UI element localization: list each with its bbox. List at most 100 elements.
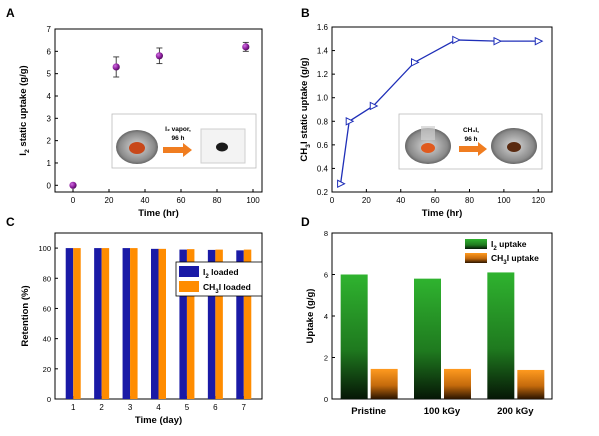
inset-label-line2: 96 h <box>464 136 477 143</box>
y-tick-label: 0 <box>47 181 52 190</box>
y-tick-label: 0.2 <box>317 188 329 197</box>
data-point <box>411 58 420 67</box>
bar <box>158 248 166 399</box>
data-point <box>69 181 77 189</box>
inset-label-line1: I₂ vapor, <box>165 126 191 133</box>
legend-label: I2 loaded <box>203 267 239 280</box>
inset-label-line2: 96 h <box>171 135 184 142</box>
y-tick-label: 100 <box>38 244 51 253</box>
bar <box>101 248 110 399</box>
y-tick-label: 1.2 <box>317 70 329 79</box>
y-tick-label: 1 <box>47 159 52 168</box>
x-tick-label: 40 <box>141 196 150 205</box>
arrow-right-icon <box>183 143 192 157</box>
x-axis-title: Time (hr) <box>422 208 462 219</box>
inset-sample-before <box>129 142 145 154</box>
bar <box>517 369 545 399</box>
y-tick-label: 1.6 <box>317 23 329 32</box>
x-tick-label: 0 <box>71 196 76 205</box>
data-point <box>337 179 346 189</box>
legend-label: CH3I loaded <box>203 282 251 295</box>
x-tick-label: 80 <box>465 196 474 205</box>
bar <box>243 249 252 399</box>
bar <box>94 248 102 399</box>
y-tick-label: 1.0 <box>317 94 329 103</box>
bar <box>370 368 398 399</box>
x-tick-label: 1 <box>71 403 76 412</box>
bar <box>444 368 471 399</box>
bar <box>414 278 441 399</box>
x-tick-label: 3 <box>128 403 133 412</box>
x-tick-label: 120 <box>532 196 546 205</box>
plot-frame <box>331 26 553 193</box>
panel-label-b: B <box>301 6 310 20</box>
y-tick-label: 60 <box>43 304 51 313</box>
panel-label-d: D <box>301 215 310 229</box>
y-tick-label: 4 <box>47 92 52 101</box>
x-tick-label: 20 <box>362 196 371 205</box>
y-tick-label: 1.4 <box>317 47 329 56</box>
bar <box>487 272 515 399</box>
y-tick-label: 7 <box>47 25 52 34</box>
x-tick-label: 5 <box>185 403 190 412</box>
data-point <box>493 36 503 46</box>
x-tick-label: Pristine <box>351 406 386 417</box>
y-tick-label: 2 <box>324 354 328 363</box>
bar <box>186 249 195 399</box>
y-tick-label: 6 <box>324 271 328 280</box>
y-axis-title: Uptake (g/g) <box>305 289 316 344</box>
y-axis-title: CH3I static uptake (g/g) <box>299 57 312 161</box>
y-tick-label: 8 <box>324 229 328 238</box>
y-tick-label: 0.6 <box>317 141 329 150</box>
panel-a-plot-area: 0 20 40 60 80 100 0 1 2 3 4 5 6 7 Time (hr) I2 static u… <box>18 25 263 219</box>
x-tick-label: 100 kGy <box>424 406 461 417</box>
x-tick-label: 6 <box>213 403 218 412</box>
y-tick-label: 20 <box>43 365 51 374</box>
panel-a: A 0 20 40 60 80 100 0 1 2 3 4 5 6 7 Time (hr) I2 static… <box>6 6 263 219</box>
data-point <box>534 36 544 46</box>
legend-label: I2 uptake <box>491 239 527 252</box>
y-axis-title: Retention (%) <box>20 285 31 346</box>
y-tick-label: 2 <box>47 137 52 146</box>
panel-b-inset: CH₃I, 96 h <box>398 113 543 170</box>
plot-frame <box>54 28 263 193</box>
x-tick-label: 60 <box>431 196 440 205</box>
panel-b-plot-area: 0 20 40 60 80 100 120 0.2 0.4 0.6 0.8 1.0 1.2 1.4 1.6 T… <box>299 23 553 219</box>
inset-sample-before <box>421 143 435 153</box>
bar <box>207 249 216 399</box>
x-tick-label: 7 <box>242 403 247 412</box>
bar <box>340 274 368 399</box>
panel-b: B 0 20 40 60 80 100 120 0.2 0.4 0.6 0.8 1.0 1.2 1.4 1.… <box>299 6 553 219</box>
inset-sample-after <box>507 142 521 152</box>
legend-swatch <box>179 266 199 277</box>
bar <box>236 250 244 399</box>
y-tick-label: 3 <box>47 114 52 123</box>
inset-arrow-body <box>459 146 478 152</box>
x-axis-title: Time (hr) <box>138 208 178 219</box>
bar <box>151 248 159 399</box>
bar <box>122 248 131 399</box>
x-tick-label: 60 <box>177 196 186 205</box>
x-tick-label: 0 <box>330 196 335 205</box>
y-tick-label: 0.4 <box>317 164 329 173</box>
y-tick-label: 0 <box>47 395 51 404</box>
data-point <box>345 116 355 126</box>
data-point <box>242 43 250 51</box>
bar <box>65 248 74 399</box>
legend-swatch <box>465 239 487 249</box>
y-tick-label: 80 <box>43 274 51 283</box>
x-tick-label: 40 <box>396 196 405 205</box>
data-point <box>452 35 461 45</box>
inset-arrow-body <box>163 147 183 153</box>
bar <box>73 248 81 399</box>
panel-d: D 0 2 4 6 8 Pristine 100 kGy 200 kGy Uptake (g/g… <box>301 215 553 417</box>
x-axis-title: Time (day) <box>135 415 182 426</box>
inset-sample-after <box>216 142 228 152</box>
legend-swatch <box>179 281 199 292</box>
x-tick-label: 200 kGy <box>497 406 534 417</box>
x-tick-label: 20 <box>105 196 114 205</box>
panel-label-c: C <box>6 215 15 229</box>
data-point <box>369 101 379 111</box>
panel-label-a: A <box>6 6 15 20</box>
